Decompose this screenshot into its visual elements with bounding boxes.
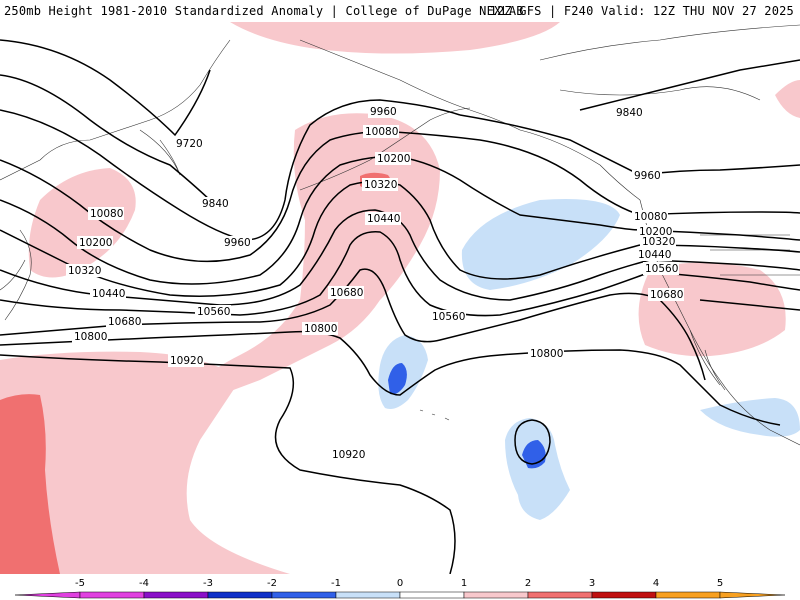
anomaly-western-us: [638, 262, 786, 357]
contour-label: 10920: [332, 449, 365, 461]
anomaly-hawaii-low: [505, 418, 570, 520]
contour-label: 10320: [364, 179, 397, 191]
contour-label: 9960: [224, 237, 251, 249]
contour-label: 9840: [202, 198, 229, 210]
colorbar-swatch: [527, 591, 593, 599]
colorbar-tick-label: 3: [589, 578, 595, 589]
colorbar-swatch: [79, 591, 145, 599]
asia-coast: [0, 39, 231, 321]
colorbar-swatch: [655, 591, 721, 599]
colorbar-tick-label: -1: [331, 578, 341, 589]
anomaly-colorbar: -5 -4 -3 -2 -1 0 1 2 3 4 5: [14, 578, 786, 599]
colorbar-swatch: [14, 591, 81, 599]
colorbar-tick-label: -2: [267, 578, 277, 589]
contour-label: 10440: [92, 288, 125, 300]
title-bar: 250mb Height 1981-2010 Standardized Anom…: [0, 0, 800, 22]
baja: [689, 329, 726, 391]
contour-10320: [0, 180, 641, 297]
colorbar-tick-label: 0: [397, 578, 403, 589]
contour-label: 9960: [370, 106, 397, 118]
contour-10680-east: [699, 299, 800, 311]
contour-9840-west: [0, 74, 216, 206]
colorbar-swatch: [271, 591, 337, 599]
contour-label: 10560: [197, 306, 230, 318]
map-title: 250mb Height 1981-2010 Standardized Anom…: [4, 4, 524, 18]
contour-label: 10320: [68, 265, 101, 277]
anomaly-map: 9720 9840 9840 9960 9960 9960 10080 1008…: [0, 22, 800, 574]
kamchatka: [139, 129, 181, 176]
contour-10080: [0, 130, 641, 263]
contour-label: 10440: [367, 213, 400, 225]
contour-label: 10560: [432, 311, 465, 323]
colorbar-swatch: [463, 591, 529, 599]
hawaii-islands: [419, 409, 450, 421]
colorbar-tick-label: 5: [717, 578, 723, 589]
anomaly-subtropical-west: [0, 351, 290, 574]
contour-label: 10200: [377, 153, 410, 165]
contour-10440: [0, 209, 651, 306]
aleutians: [299, 107, 471, 191]
contour-label: 10560: [645, 263, 678, 275]
colorbar-tick-label: -4: [139, 578, 149, 589]
colorbar-swatch: [591, 591, 657, 599]
colorbar-tick-label: 2: [525, 578, 531, 589]
colorbar-swatch: [719, 591, 786, 599]
contour-9960-west: [0, 99, 461, 241]
colorbar-tick-label: 1: [461, 578, 467, 589]
colorbar-swatch: [207, 591, 273, 599]
anomaly-asia-coast: [28, 168, 136, 278]
contour-label: 10800: [74, 331, 107, 343]
colorbar-labels: -5 -4 -3 -2 -1 0 1 2 3 4 5: [75, 578, 723, 589]
colorbar-swatch: [335, 591, 401, 599]
contour-10440-east: [649, 259, 800, 271]
contour-9840-east: [579, 59, 800, 111]
contour-label: 10080: [634, 211, 667, 223]
contour-label: 10920: [170, 355, 203, 367]
negative-anomaly-shading: [378, 199, 800, 520]
colorbar-swatch: [143, 591, 209, 599]
contour-10920: [0, 354, 456, 574]
contour-label: 10680: [108, 316, 141, 328]
colorbar-swatch: [399, 591, 465, 599]
contour-label: 9720: [176, 138, 203, 150]
contour-label: 10200: [79, 237, 112, 249]
contour-closed-low: [514, 419, 551, 465]
contour-label: 10440: [638, 249, 671, 261]
contour-10200: [0, 155, 641, 285]
anomaly-north-center: [230, 22, 560, 54]
contour-10560: [0, 231, 651, 317]
height-contours: [0, 39, 800, 574]
contour-label: 9840: [616, 107, 643, 119]
contour-label: 10800: [530, 348, 563, 360]
contour-label: 9960: [634, 170, 661, 182]
colorbar-tick-label: -5: [75, 578, 85, 589]
contour-10800: [0, 330, 781, 426]
contour-10080-east: [639, 211, 800, 216]
contour-9720: [0, 39, 211, 137]
contour-labels: 9720 9840 9840 9960 9960 9960 10080 1008…: [66, 105, 684, 461]
contour-label: 10320: [642, 236, 675, 248]
colorbar-tick-label: -3: [203, 578, 213, 589]
contour-label: 10680: [330, 287, 363, 299]
alaska-coast: [299, 39, 641, 201]
contour-label: 10800: [304, 323, 337, 335]
arctic-coast: [539, 24, 800, 101]
colorbar-tick-label: 4: [653, 578, 659, 589]
contour-label: 10080: [90, 208, 123, 220]
contour-label: 10080: [365, 126, 398, 138]
contour-label: 10680: [650, 289, 683, 301]
colorbar-swatches: [14, 591, 786, 599]
anomaly-pacific-trough: [461, 199, 620, 290]
model-valid-time: 12Z GFS | F240 Valid: 12Z THU NOV 27 202…: [489, 4, 794, 18]
anomaly-east-edge: [775, 80, 800, 118]
